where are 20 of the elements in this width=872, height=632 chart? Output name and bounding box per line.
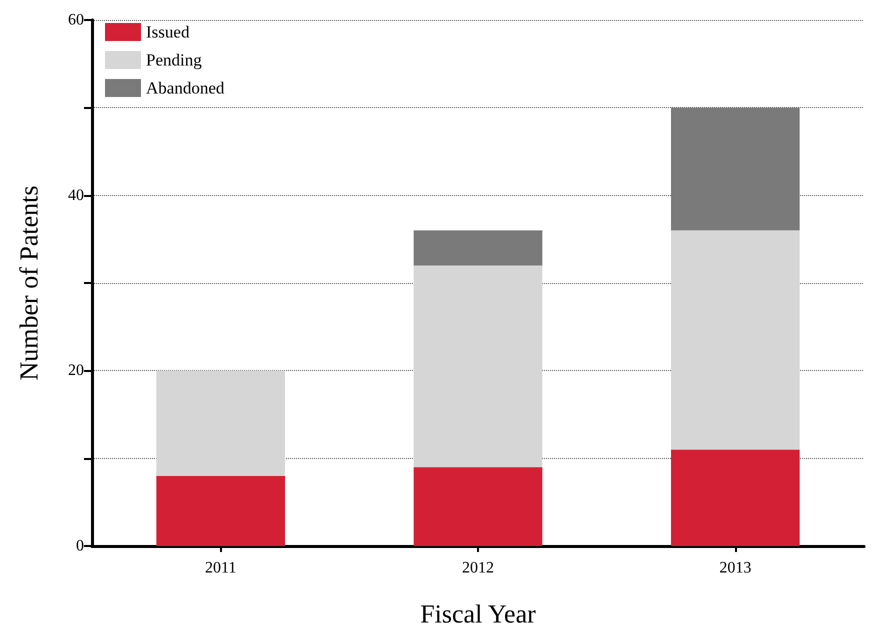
bar xyxy=(156,476,285,546)
y-tick-label: 0 xyxy=(76,538,84,554)
bar xyxy=(156,370,285,476)
legend-label: Pending xyxy=(146,50,202,70)
x-tick-label: 2011 xyxy=(204,560,236,576)
legend-label: Abandoned xyxy=(146,78,225,98)
x-axis-title: Fiscal Year xyxy=(420,600,536,628)
y-tick-label: 60 xyxy=(68,12,84,28)
x-tick-label: 2013 xyxy=(719,560,752,576)
bar xyxy=(414,230,542,266)
bar xyxy=(414,467,542,546)
bar xyxy=(671,108,800,230)
bar xyxy=(671,450,800,546)
y-tick-label: 20 xyxy=(68,362,84,380)
legend-label: Issued xyxy=(146,22,190,42)
bar xyxy=(671,230,800,450)
bar xyxy=(414,265,542,468)
y-tick-label: 40 xyxy=(68,186,84,204)
y-axis-title: Number of Patents xyxy=(14,186,44,380)
x-tick-label: 2012 xyxy=(462,560,494,576)
